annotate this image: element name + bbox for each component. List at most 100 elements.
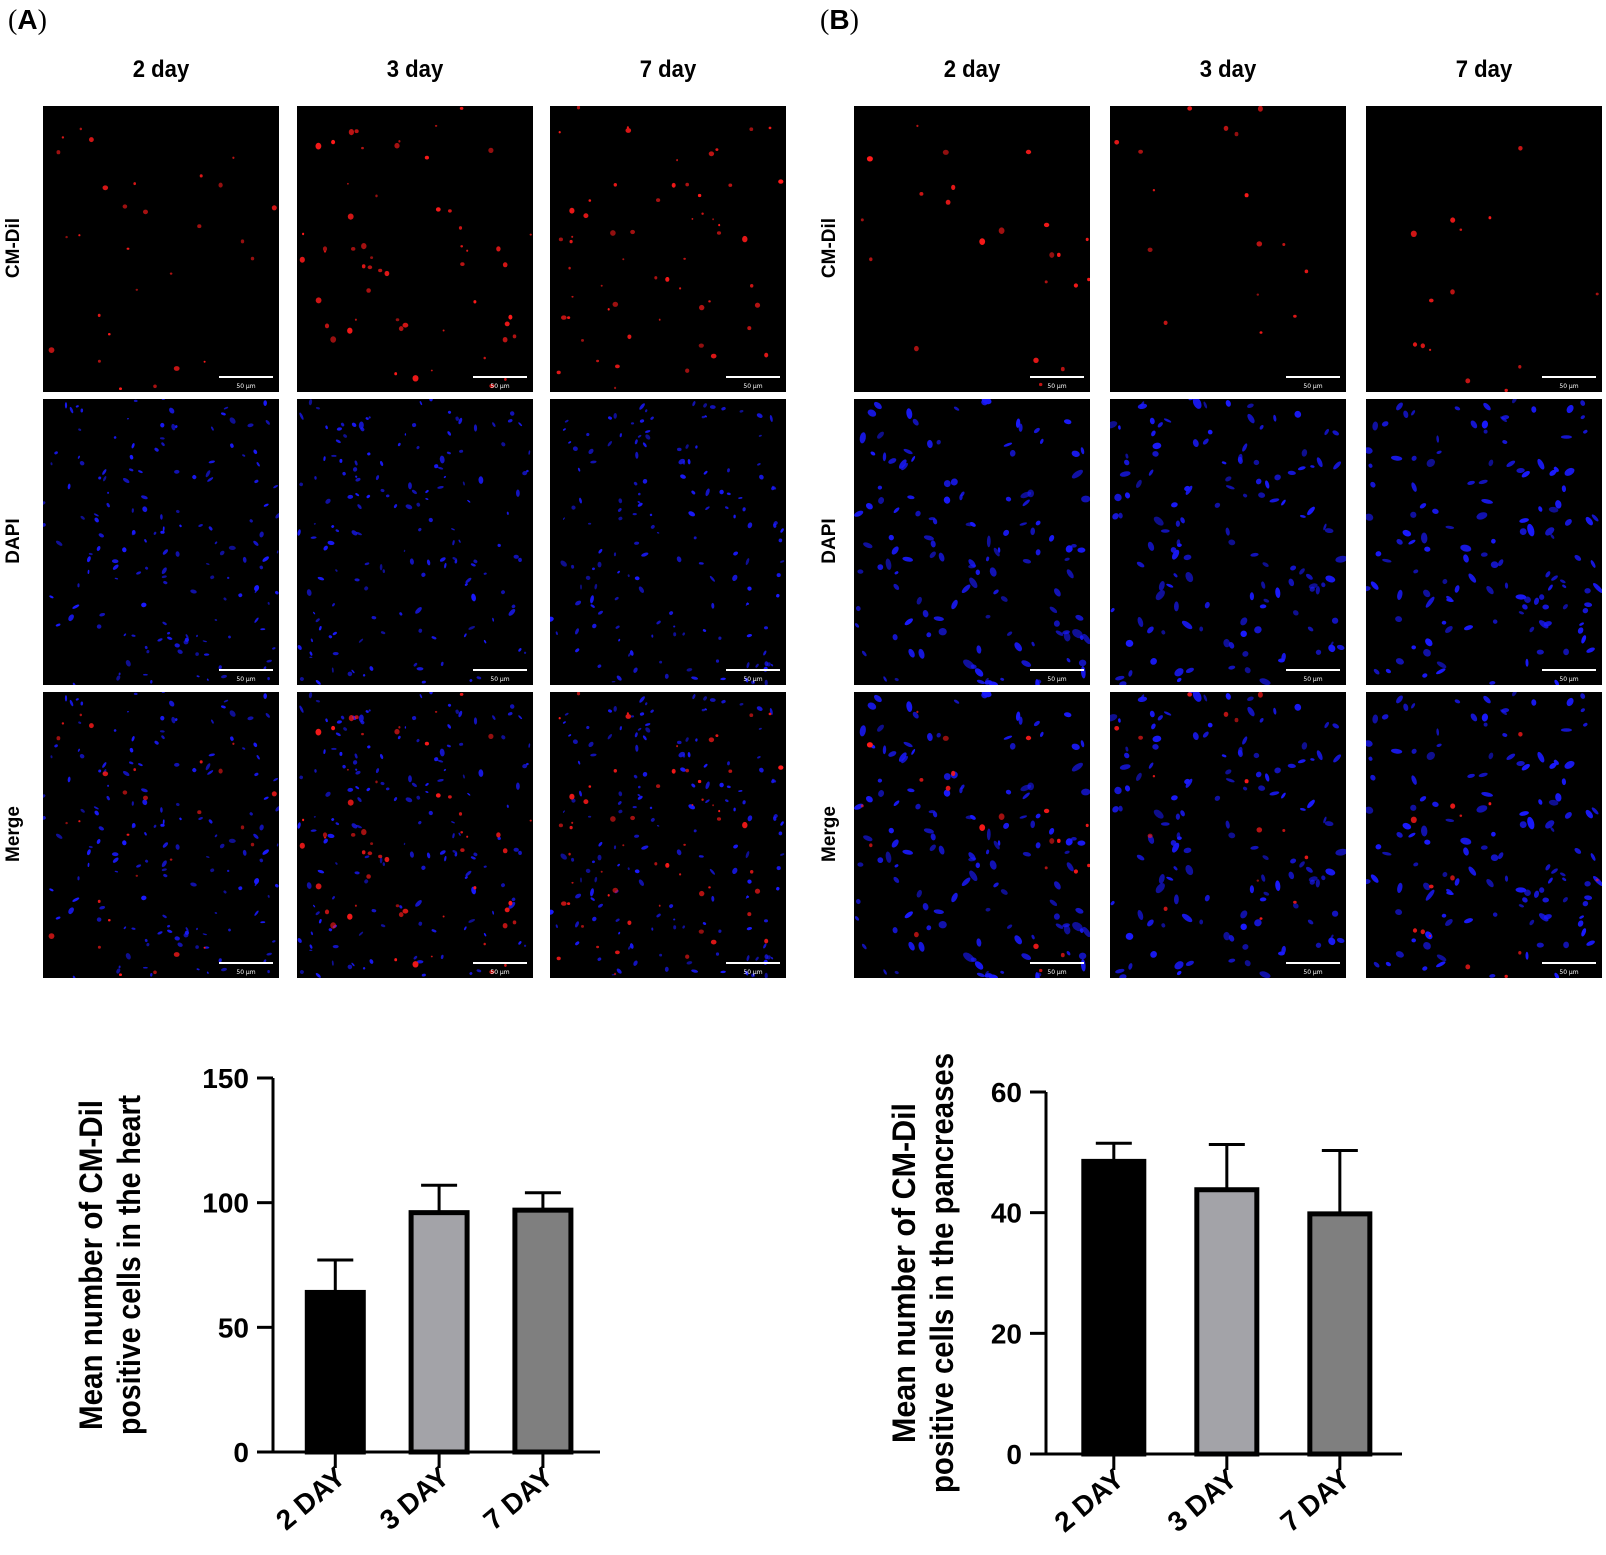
dapi-nucleus bbox=[1408, 832, 1416, 838]
cm-dil-signal bbox=[951, 184, 956, 190]
dapi-nucleus bbox=[1181, 620, 1193, 630]
dapi-nucleus bbox=[253, 449, 258, 455]
dapi-nucleus bbox=[367, 452, 371, 456]
cm-dil-signal bbox=[699, 890, 705, 897]
dapi-nucleus bbox=[208, 460, 215, 464]
dapi-nucleus bbox=[1204, 894, 1210, 902]
bar-2-day bbox=[1081, 1158, 1147, 1457]
dapi-nucleus bbox=[614, 596, 619, 601]
dapi-nucleus bbox=[906, 408, 913, 419]
dapi-nucleus bbox=[1005, 789, 1012, 795]
dapi-nucleus bbox=[682, 925, 686, 929]
cm-dil-signal bbox=[271, 205, 277, 211]
dapi-nucleus bbox=[1521, 763, 1530, 771]
dapi-nucleus bbox=[922, 903, 929, 911]
dapi-nucleus bbox=[580, 584, 582, 590]
dapi-nucleus bbox=[1519, 528, 1527, 536]
dapi-nucleus bbox=[315, 679, 321, 685]
dapi-nucleus bbox=[1299, 861, 1305, 868]
dapi-nucleus bbox=[1065, 545, 1073, 553]
dapi-nucleus bbox=[1547, 584, 1553, 591]
dapi-nucleus bbox=[985, 907, 991, 912]
cm-dil-signal bbox=[378, 268, 383, 273]
cm-dil-signal bbox=[716, 231, 722, 235]
dapi-nucleus bbox=[1323, 816, 1327, 824]
dapi-nucleus bbox=[1545, 864, 1551, 871]
dapi-nucleus bbox=[1432, 801, 1439, 807]
dapi-nucleus bbox=[1137, 616, 1144, 628]
dapi-nucleus bbox=[112, 564, 119, 570]
dapi-nucleus bbox=[1566, 697, 1574, 707]
dapi-nucleus bbox=[184, 930, 190, 935]
dapi-nucleus bbox=[575, 648, 580, 653]
dapi-nucleus bbox=[416, 795, 421, 800]
dapi-nucleus bbox=[80, 515, 85, 520]
dapi-nucleus bbox=[718, 636, 722, 640]
dapi-nucleus bbox=[932, 518, 938, 525]
dapi-nucleus bbox=[153, 531, 157, 535]
dapi-nucleus bbox=[1137, 909, 1144, 921]
dapi-nucleus bbox=[1184, 778, 1191, 785]
dapi-nucleus bbox=[1053, 620, 1060, 627]
dapi-nucleus bbox=[1242, 651, 1249, 657]
dapi-nucleus bbox=[230, 736, 234, 741]
bar-2-day bbox=[304, 1289, 366, 1455]
dapi-nucleus bbox=[1258, 785, 1266, 791]
dapi-nucleus bbox=[894, 864, 899, 868]
dapi-nucleus bbox=[429, 692, 433, 695]
dapi-nucleus bbox=[1155, 590, 1165, 601]
dapi-nucleus bbox=[154, 447, 159, 452]
cm-dil-signal bbox=[1459, 814, 1463, 817]
dapi-nucleus bbox=[863, 835, 873, 842]
dapi-nucleus bbox=[1539, 887, 1545, 893]
dapi-nucleus bbox=[756, 413, 763, 418]
dapi-nucleus bbox=[1148, 762, 1154, 769]
dapi-nucleus bbox=[721, 699, 726, 704]
dapi-nucleus bbox=[458, 417, 463, 425]
dapi-nucleus bbox=[1470, 713, 1478, 722]
dapi-nucleus bbox=[1564, 760, 1575, 769]
cm-dil-signal bbox=[504, 963, 507, 967]
cm-dil-signal bbox=[979, 824, 986, 831]
dapi-nucleus bbox=[413, 662, 418, 667]
cm-dil-signal bbox=[347, 913, 353, 920]
dapi-nucleus bbox=[437, 778, 444, 782]
dapi-nucleus bbox=[96, 917, 102, 922]
dapi-nucleus bbox=[315, 972, 321, 978]
dapi-nucleus bbox=[993, 547, 1000, 557]
dapi-nucleus bbox=[78, 721, 82, 724]
cm-dil-signal bbox=[1138, 735, 1143, 740]
dapi-nucleus bbox=[375, 475, 380, 481]
dapi-nucleus bbox=[1566, 404, 1574, 414]
cm-dil-signal bbox=[869, 843, 873, 848]
dapi-nucleus bbox=[478, 476, 484, 484]
dapi-nucleus bbox=[960, 491, 965, 497]
dapi-nucleus bbox=[428, 517, 433, 523]
cm-dil-signal bbox=[583, 213, 589, 219]
dapi-nucleus bbox=[385, 494, 390, 498]
dapi-nucleus bbox=[397, 442, 401, 447]
dapi-nucleus bbox=[136, 864, 142, 868]
cm-dil-signal bbox=[1450, 803, 1456, 809]
dapi-nucleus bbox=[756, 706, 763, 711]
dapi-nucleus bbox=[680, 474, 686, 479]
dapi-nucleus bbox=[214, 834, 218, 838]
dapi-nucleus bbox=[629, 943, 634, 949]
dapi-nucleus bbox=[943, 773, 951, 781]
dapi-nucleus bbox=[986, 849, 990, 855]
dapi-nucleus bbox=[989, 567, 997, 577]
dapi-nucleus bbox=[1166, 876, 1174, 881]
dapi-nucleus bbox=[1301, 449, 1308, 457]
dapi-nucleus bbox=[67, 483, 71, 490]
dapi-nucleus bbox=[214, 912, 218, 914]
cm-dil-signal bbox=[1060, 952, 1065, 958]
dapi-nucleus bbox=[1274, 474, 1281, 481]
dapi-nucleus bbox=[446, 744, 451, 748]
dapi-nucleus bbox=[1240, 630, 1247, 638]
dapi-nucleus bbox=[638, 586, 645, 593]
dapi-nucleus bbox=[272, 647, 276, 650]
dapi-nucleus bbox=[1153, 516, 1164, 526]
dapi-nucleus bbox=[645, 430, 651, 433]
dapi-nucleus bbox=[1185, 778, 1193, 788]
dapi-nucleus bbox=[1078, 659, 1087, 667]
